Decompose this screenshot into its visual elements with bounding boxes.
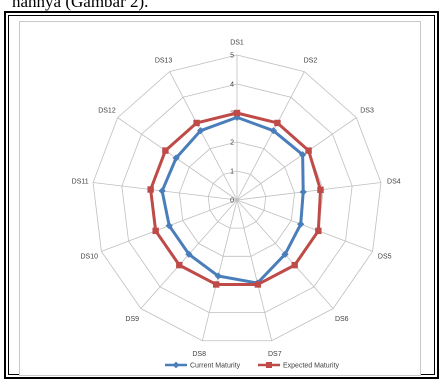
spoke-ds7 — [236, 199, 273, 341]
point-expected-maturity-ds6 — [291, 261, 298, 269]
category-label-ds9: DS9 — [125, 316, 139, 323]
tick-label-1: 1 — [230, 169, 234, 176]
chart-area: 0 1 2 3 4 5 DS1 DS2 DS3 DS4 DS5 DS6 DS7 DS8 DS9 DS10 DS1… — [19, 21, 421, 376]
caption-text: nahnya (Gambar 2). — [12, 0, 149, 11]
point-current-maturity-ds12 — [172, 154, 180, 162]
series-line-expected-maturity — [149, 111, 322, 286]
point-expected-maturity-ds12 — [162, 147, 169, 154]
category-label-ds6: DS6 — [335, 316, 349, 323]
spoke-ds4 — [236, 182, 381, 201]
point-current-maturity-ds2 — [269, 127, 277, 135]
spoke-ds3 — [236, 117, 357, 201]
category-label-ds13: DS13 — [155, 58, 173, 65]
legend-label-expected-maturity: Expected Maturity — [283, 363, 340, 370]
spoke-ds8 — [201, 199, 238, 341]
tick-label-2: 2 — [230, 140, 234, 147]
point-expected-maturity-ds10 — [152, 227, 159, 235]
legend-marker-expected-maturity — [266, 362, 272, 368]
point-expected-maturity-ds4 — [317, 186, 324, 194]
tick-label-5: 5 — [230, 53, 234, 60]
point-expected-maturity-ds1 — [233, 109, 241, 117]
point-expected-maturity-ds3 — [305, 147, 312, 154]
point-current-maturity-ds6 — [281, 250, 289, 258]
point-current-maturity-ds9 — [185, 250, 193, 258]
category-label-ds2: DS2 — [304, 58, 318, 65]
tick-label-0: 0 — [230, 198, 234, 205]
category-label-ds10: DS10 — [81, 254, 99, 261]
category-label-ds5: DS5 — [378, 254, 392, 261]
category-label-ds3: DS3 — [360, 108, 374, 115]
point-current-maturity-ds11 — [158, 187, 166, 195]
grid-ring-1 — [207, 170, 267, 229]
spoke-ds13 — [169, 71, 238, 201]
point-current-maturity-ds10 — [165, 222, 173, 230]
legend-marker-current-maturity — [172, 361, 180, 369]
category-label-ds8: DS8 — [192, 351, 206, 358]
point-expected-maturity-ds9 — [176, 261, 183, 269]
point-current-maturity-ds5 — [297, 220, 305, 228]
point-expected-maturity-ds8 — [212, 281, 220, 288]
point-expected-maturity-ds7 — [254, 281, 262, 288]
point-expected-maturity-ds13 — [193, 119, 200, 127]
point-expected-maturity-ds2 — [274, 119, 281, 127]
tick-label-4: 4 — [230, 82, 234, 89]
point-current-maturity-ds3 — [299, 151, 307, 159]
category-label-ds12: DS12 — [98, 108, 116, 115]
radar-chart: 012345DS1DS2DS3DS4DS5DS6DS7DS8DS9DS10DS1… — [72, 40, 401, 370]
figure-frame: 0 1 2 3 4 5 DS1 DS2 DS3 DS4 DS5 DS6 DS7 DS8 DS9 DS10 DS1… — [4, 11, 439, 379]
point-expected-maturity-ds11 — [147, 186, 154, 193]
category-label-ds11: DS11 — [72, 178, 89, 185]
category-label-ds7: DS7 — [268, 351, 282, 358]
spoke-ds2 — [236, 71, 305, 201]
point-expected-maturity-ds5 — [315, 227, 322, 235]
grid-ring-2 — [179, 141, 295, 257]
spoke-ds5 — [236, 199, 373, 252]
legend-label-current-maturity: Current Maturity — [190, 363, 241, 370]
grid-ring-5 — [92, 54, 382, 342]
category-label-ds1: DS1 — [230, 40, 244, 47]
grid-ring-4 — [121, 83, 353, 314]
point-current-maturity-ds4 — [299, 188, 307, 196]
category-label-ds4: DS4 — [387, 178, 401, 185]
series-line-current-maturity — [160, 115, 305, 285]
